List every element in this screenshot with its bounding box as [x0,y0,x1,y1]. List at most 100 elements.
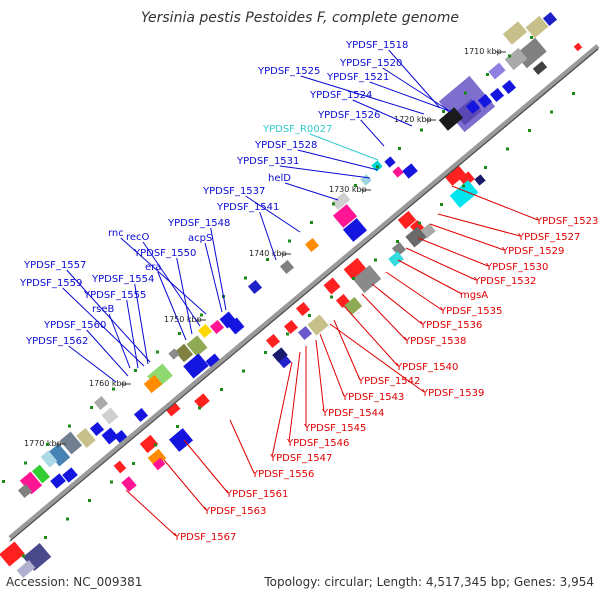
kbp-tick-label: 1760 kbp [89,379,127,388]
gene-feature [147,448,167,468]
ruler-dot [464,91,467,95]
reverse-gene-label: YPDSF_1563 [203,506,266,517]
ruler-dot [530,36,533,39]
map-title: Yersinia pestis Pestoides F, complete ge… [141,10,459,26]
ruler-dot [88,499,91,502]
reverse-leader-line [417,237,489,267]
gene-feature [279,259,295,275]
kbp-tick-label: 1730 kbp [329,185,367,194]
gene-feature [168,428,194,452]
gene-feature [405,226,427,248]
forward-gene-label: YPDSF_1557 [23,260,86,271]
reverse-leader-line [319,333,345,397]
gene-feature [384,156,396,168]
reverse-gene-label: YPDSF_1539 [421,388,484,399]
gene-feature [133,407,149,423]
ruler-dot [110,480,113,484]
ruler-dot [178,332,181,335]
ruler-dot [462,184,465,188]
gene-feature [194,393,210,409]
reverse-gene-label: YPDSF_1546 [286,438,349,449]
reverse-gene-label: YPDSF_1540 [395,362,458,373]
reverse-leader-line [333,319,361,381]
genome-stats-text: Topology: circular; Length: 4,517,345 bp… [264,575,594,589]
gene-feature [307,314,329,336]
ruler-dot [506,147,509,151]
genome-backbone [8,44,600,540]
reverse-gene-label: YPDSF_1527 [517,232,580,243]
forward-leader-line [382,67,449,111]
gene-feature [174,343,194,363]
forward-gene-label: recO [126,232,150,243]
gene-feature [186,335,208,357]
forward-leader-line [62,287,145,367]
reverse-leader-line [229,419,255,474]
ruler-dot [176,425,179,428]
forward-gene-label: YPDSF_1548 [167,218,230,229]
ruler-dot [198,406,201,410]
gene-feature [183,353,209,379]
forward-gene-label: YPDSF_1537 [202,186,265,197]
ruler-dot [288,239,291,243]
gene-feature [360,174,372,186]
reverse-gene-label: YPDSF_1543 [341,392,404,403]
gene-feature [93,395,109,411]
ruler-dot [46,443,49,446]
gene-feature [392,166,404,178]
forward-leader-line [284,182,339,201]
ruler-dot [220,388,223,391]
gene-feature [542,11,558,27]
kbp-tick-label: 1770 kbp [24,439,62,448]
ruler-dot [200,313,203,317]
forward-gene-label: helD [268,173,291,184]
gene-feature [272,347,288,363]
kbp-tick-label: 1740 kbp [249,249,287,258]
gene-feature [459,171,475,187]
reverse-leader-line [183,439,229,494]
reverse-leader-line [429,223,505,251]
forward-leader-line [300,75,425,115]
gene-feature [532,61,548,75]
forward-leader-line [120,237,207,315]
kbp-tick-label: 1720 kbp [394,115,432,124]
forward-gene-label: YPDSF_1518 [345,40,408,51]
forward-gene-label: YPDSF_1531 [236,156,299,167]
gene-feature [391,241,407,257]
gene-feature [227,317,245,335]
gene-feature [50,473,66,489]
reverse-gene-label: YPDSF_1542 [357,376,420,387]
ruler-dot [90,406,93,409]
gene-feature [504,47,528,71]
gene-feature [152,457,166,471]
ruler-dot [354,184,357,187]
forward-leader-line [297,149,379,171]
gene-feature [474,174,486,186]
reverse-leader-line [361,293,407,341]
forward-gene-label: YPDSF_1521 [326,72,389,83]
gene-feature [0,541,25,567]
gene-feature [402,163,418,179]
gene-feature [501,79,517,95]
ruler-dot [112,387,115,391]
reverse-gene-label: YPDSF_1561 [225,489,288,500]
gene-feature [283,319,299,335]
reverse-leader-line [385,271,443,311]
gene-feature [438,107,464,131]
gene-feature [323,277,341,295]
reverse-leader-line [437,213,521,237]
ruler-dot [572,92,575,95]
gene-feature [197,323,213,339]
forward-gene-label: YPDSF_1555 [83,290,146,301]
ruler-dot [68,424,71,428]
reverse-leader-line [451,185,539,221]
ruler-dot [44,536,47,539]
ruler-dot [418,221,421,225]
gene-feature [265,333,281,349]
reverse-leader-line [329,323,425,393]
gene-feature [332,204,358,228]
gene-feature [342,218,368,242]
forward-gene-label: YPDSF_1524 [309,90,372,101]
ruler-dot [242,369,245,373]
